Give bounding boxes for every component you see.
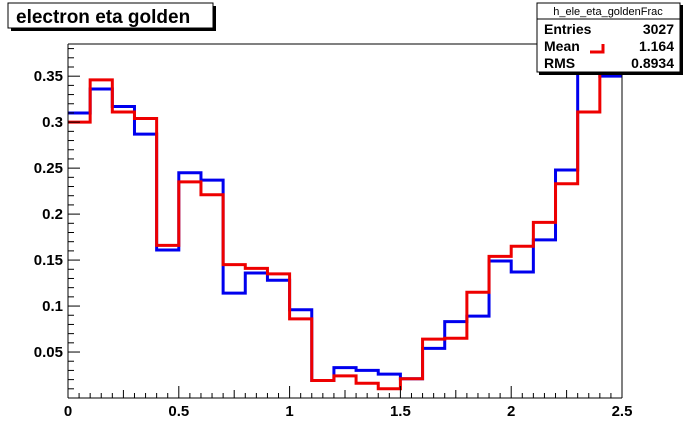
stats-histogram-name: h_ele_eta_goldenFrac xyxy=(553,6,663,18)
histogram-series-2 xyxy=(68,42,622,391)
x-tick-label: 2.5 xyxy=(612,403,633,420)
y-tick-label: 0.35 xyxy=(34,68,63,85)
title-box: electron eta golden xyxy=(7,2,216,31)
x-tick-label: 2 xyxy=(507,403,515,420)
y-tick-label: 0.2 xyxy=(42,206,63,223)
histogram-series-layer xyxy=(68,42,622,391)
y-tick-label: 0.25 xyxy=(34,160,63,177)
y-tick-label: 0.15 xyxy=(34,252,63,269)
legend-series-line xyxy=(590,44,605,54)
y-tick-label: 0.05 xyxy=(34,344,63,361)
stats-box: h_ele_eta_goldenFrac Entries 3027 Mean 1… xyxy=(536,2,683,75)
stats-rms-value: 0.8934 xyxy=(631,55,674,71)
axis-ticks: 0 0.5 1 1.5 2 2.5 0.05 0.1 0.15 0.2 0.25 0.3 0.35 xyxy=(34,48,633,420)
histogram-series-1 xyxy=(68,47,622,383)
x-tick-label: 1.5 xyxy=(390,403,411,420)
stats-entries-label: Entries xyxy=(544,21,592,37)
stats-mean-label: Mean xyxy=(544,38,580,54)
y-tick-label: 0.3 xyxy=(42,114,63,131)
x-tick-label: 0 xyxy=(64,403,72,420)
stats-entries-value: 3027 xyxy=(643,21,674,37)
x-tick-label: 1 xyxy=(285,403,293,420)
y-tick-label: 0.1 xyxy=(42,298,63,315)
x-tick-label: 0.5 xyxy=(168,403,189,420)
chart-title: electron eta golden xyxy=(16,7,190,28)
stats-rms-label: RMS xyxy=(544,55,575,71)
stats-mean-value: 1.164 xyxy=(639,38,674,54)
